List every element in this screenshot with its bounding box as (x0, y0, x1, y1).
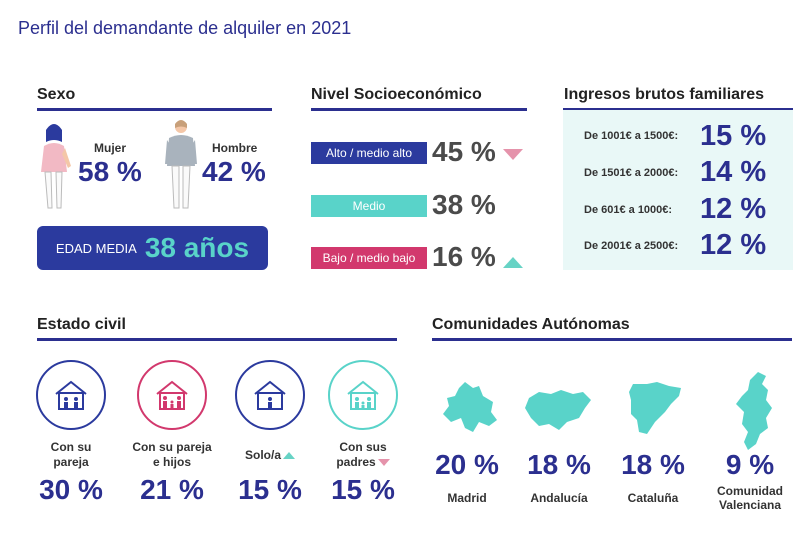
cataluna-map-icon (629, 382, 681, 434)
comunidad-pct: 18 % (527, 449, 591, 480)
comunidad-label: Cataluña (627, 491, 679, 505)
mujer-label: Mujer (94, 141, 127, 155)
nivel-pct-medio: 38 % (432, 189, 496, 220)
comunidad-pct: 20 % (435, 449, 499, 480)
hombre-label: Hombre (212, 141, 258, 155)
section-underline (432, 338, 792, 341)
section-underline (37, 108, 272, 111)
ingreso-pct: 15 % (700, 120, 767, 152)
nivel-pct-alto: 45 % (432, 136, 496, 167)
comunidad-label: Madrid (447, 491, 487, 505)
trend-down-icon (377, 459, 390, 467)
trend-up-icon (503, 257, 523, 268)
comunidad-label: Andalucía (530, 491, 588, 505)
ingresos-panel (563, 110, 793, 270)
valencia-map-icon (736, 372, 772, 450)
man-icon (165, 120, 197, 209)
nivel-label-alto: Alto / medio alto (311, 142, 427, 164)
ingreso-label: De 1001€ a 1500€: (584, 130, 679, 142)
edad-media-label: EDAD MEDIA (55, 240, 137, 256)
edad-media-value: 38 años (144, 232, 250, 263)
page-title: Perfil del demandante de alquiler en 202… (18, 18, 352, 38)
comunidad-pct: 9 % (725, 449, 775, 480)
section-title-ingresos: Ingresos brutos familiares (564, 86, 765, 103)
comunidad-label: Comunidad Valenciana (717, 484, 783, 512)
woman-icon (41, 124, 71, 209)
trend-down-icon (503, 149, 523, 160)
estado-civil-label: Con su pareja (50, 440, 92, 469)
hombre-pct: 42 % (202, 156, 266, 187)
estado-civil-label: Con sus padres (323, 440, 403, 470)
nivel-label-bajo: Bajo / medio bajo (311, 247, 427, 269)
estado-civil-pct: 21 % (140, 474, 204, 505)
ingreso-pct: 12 % (700, 193, 767, 225)
house-family-icon (137, 360, 207, 430)
comunidad-pct: 18 % (621, 449, 685, 480)
section-underline (563, 108, 793, 111)
ingreso-label: De 2001€ a 2500€: (584, 240, 679, 252)
ingreso-pct: 12 % (700, 229, 767, 261)
section-title-nivel: Nivel Socioeconómico (311, 86, 482, 103)
section-underline (37, 338, 397, 341)
ingreso-label: De 601€ a 1000€: (584, 204, 673, 216)
madrid-map-icon (443, 382, 497, 432)
section-title-estado-civil: Estado civil (37, 316, 126, 333)
nivel-pct-bajo: 16 % (432, 241, 496, 272)
section-underline (311, 108, 527, 111)
trend-up-icon (283, 452, 295, 460)
ingreso-label: De 1501€ a 2000€: (584, 167, 679, 179)
ingreso-pct: 14 % (700, 156, 767, 188)
estado-civil-pct: 15 % (238, 474, 302, 505)
estado-civil-pct: 30 % (39, 474, 103, 505)
house-single-icon (235, 360, 305, 430)
andalucia-map-icon (525, 390, 591, 430)
estado-civil-label: Con su pareja e hijos (132, 440, 212, 469)
edad-media-box: EDAD MEDIA 38 años (37, 226, 268, 270)
section-title-sexo: Sexo (37, 86, 76, 103)
estado-civil-label: Solo/a (230, 448, 310, 463)
house-parents-icon (328, 360, 398, 430)
mujer-pct: 58 % (78, 156, 142, 187)
estado-civil-pct: 15 % (331, 474, 395, 505)
section-title-comunidades: Comunidades Autónomas (432, 316, 630, 333)
house-couple-icon (36, 360, 106, 430)
nivel-label-medio: Medio (311, 195, 427, 217)
